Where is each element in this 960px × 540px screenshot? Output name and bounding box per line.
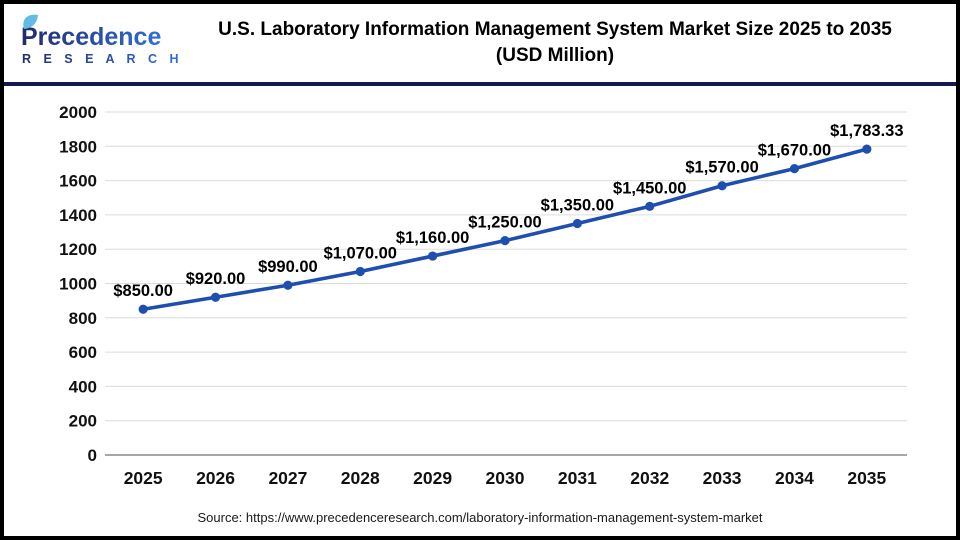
data-label: $850.00	[113, 282, 173, 300]
chart-canvas: 0 200 400 600 800 1000 1200 1400 1600 1800 2000 202…	[59, 103, 907, 488]
y-axis-tick-label: 800	[69, 309, 97, 328]
data-label: $1,450.00	[613, 179, 686, 197]
logo-subtext: R E S E A R C H	[22, 52, 178, 66]
x-axis-tick-label: 2025	[124, 468, 163, 488]
data-label: $1,350.00	[541, 196, 614, 214]
x-axis-tick-label: 2028	[341, 468, 380, 488]
x-axis-tick-label: 2033	[703, 468, 742, 488]
y-axis-tick-label: 1800	[59, 137, 97, 156]
data-point	[355, 266, 365, 277]
logo-text: Precedence	[21, 23, 161, 51]
data-point	[572, 218, 582, 229]
logo-graphic: Precedence R E S E A R C H	[21, 14, 179, 66]
header-separator	[4, 82, 956, 86]
chart-title-block: U.S. Laboratory Information Management S…	[178, 17, 932, 69]
x-axis-tick-label: 2032	[630, 468, 669, 488]
data-point	[789, 163, 800, 174]
y-axis-tick-label: 1400	[59, 206, 97, 225]
y-axis-tick-label: 400	[69, 377, 97, 396]
data-label: $1,670.00	[758, 142, 831, 160]
data-point	[645, 201, 655, 211]
header: Precedence R E S E A R C H U.S. Laborato…	[4, 4, 956, 82]
chart-title-units: (USD Million)	[495, 45, 615, 66]
chart-title: U.S. Laboratory Information Management S…	[218, 19, 892, 40]
data-label: $1,783.33	[830, 122, 903, 140]
data-point	[283, 280, 293, 290]
data-point	[138, 304, 148, 314]
y-axis-tick-label: 600	[69, 343, 97, 362]
x-axis-tick-label: 2029	[413, 468, 452, 488]
y-axis-tick-label: 1200	[59, 240, 97, 259]
data-label: $1,070.00	[324, 244, 397, 262]
x-axis-tick-label: 2034	[775, 468, 814, 488]
x-axis-tick-label: 2026	[196, 468, 235, 488]
precedence-research-logo: Precedence R E S E A R C H	[18, 12, 179, 75]
x-axis-tick-label: 2031	[558, 468, 597, 488]
x-axis-tick-label: 2035	[847, 468, 886, 488]
data-label: $1,570.00	[685, 159, 758, 177]
data-label: $920.00	[186, 270, 246, 288]
y-axis-tick-label: 200	[69, 412, 97, 431]
y-axis-tick-label: 1000	[59, 275, 97, 294]
logo-leaf-icon	[23, 14, 38, 29]
data-label: $1,160.00	[396, 229, 469, 247]
data-point	[428, 251, 438, 261]
data-point	[717, 181, 727, 191]
x-axis-tick-label: 2030	[486, 468, 525, 488]
x-axis-tick-label: 2027	[268, 468, 307, 488]
data-label: $1,250.00	[468, 214, 541, 232]
y-axis-tick-label: 1600	[59, 172, 97, 191]
data-point	[862, 144, 872, 154]
source-text: Source: https://www.precedenceresearch.c…	[197, 510, 763, 525]
y-axis-tick-label: 0	[88, 446, 97, 465]
y-axis-tick-label: 2000	[59, 103, 97, 122]
data-point	[500, 236, 510, 246]
data-label: $990.00	[258, 258, 318, 276]
data-point	[210, 292, 221, 302]
